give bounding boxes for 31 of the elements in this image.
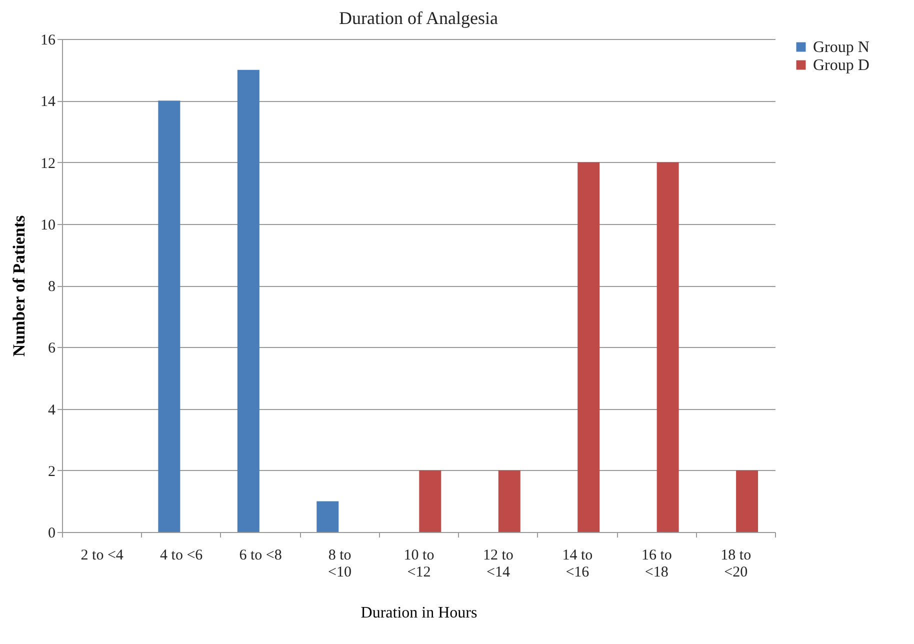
bar <box>237 70 260 532</box>
x-tick-label: 6 to <8 <box>239 548 282 564</box>
x-tick-label: 18 to <20 <box>720 548 752 580</box>
x-tick-label: 12 to <14 <box>483 548 514 580</box>
y-tick-label: 14 <box>40 94 56 110</box>
x-tick-label: 14 to <16 <box>562 548 593 580</box>
y-tick-label: 0 <box>48 526 56 542</box>
x-tick-label: 2 to <4 <box>80 548 124 564</box>
y-tick-label: 10 <box>40 217 56 234</box>
x-tick-label: 4 to <6 <box>160 548 204 564</box>
legend-label: Group D <box>813 57 870 74</box>
bar <box>578 162 600 532</box>
x-tick-label: 10 to <12 <box>404 548 434 580</box>
x-tick-label: 8 to <10 <box>328 548 352 580</box>
y-tick-label: 8 <box>48 279 56 295</box>
y-axis-title: Number of Patients <box>10 214 28 357</box>
bar <box>158 100 180 532</box>
y-tick-label: 2 <box>48 464 56 480</box>
y-tick-label: 16 <box>40 32 56 48</box>
x-axis-title: Duration in Hours <box>360 604 478 622</box>
bar <box>736 470 758 532</box>
chart-title: Duration of Analgesia <box>339 8 498 28</box>
y-tick-label: 6 <box>48 340 56 357</box>
legend-label: Group N <box>813 39 870 56</box>
bar <box>498 470 520 532</box>
y-tick-label: 12 <box>40 156 56 172</box>
y-tick-label: 4 <box>48 402 56 418</box>
bar <box>419 470 442 532</box>
x-tick-label: 16 to <18 <box>641 548 672 580</box>
bar <box>656 162 679 532</box>
bar <box>316 501 339 532</box>
